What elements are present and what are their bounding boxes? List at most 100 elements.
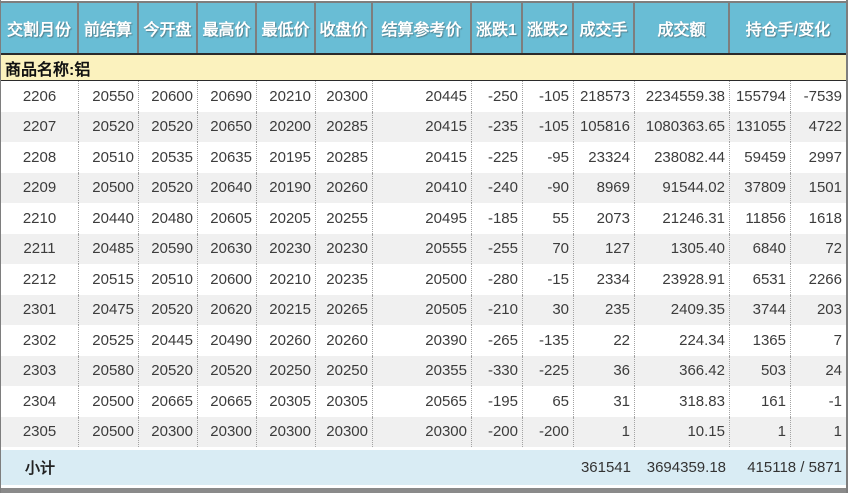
column-header-settlement-ref-price: 结算参考价 (373, 3, 472, 53)
cell-close-price: 20235 (316, 264, 373, 295)
cell-turnover: 224.34 (635, 325, 730, 356)
cell-low-price: 20210 (257, 264, 316, 295)
subtotal-volume: 361541 (580, 459, 631, 476)
cell-delivery-month: 2211 (1, 233, 79, 264)
table-row: 2210 20440 20480 20605 20205 20255 20495 -185 55… (1, 203, 846, 234)
cell-change2: -105 (523, 81, 574, 112)
cell-low-price: 20260 (257, 325, 316, 356)
cell-close-price: 20260 (316, 172, 373, 203)
column-header-change2: 涨跌2 (523, 3, 574, 53)
column-header-turnover: 成交额 (635, 3, 730, 53)
cell-close-price: 20255 (316, 203, 373, 234)
cell-delivery-month: 2207 (1, 111, 79, 142)
cell-delivery-month: 2209 (1, 172, 79, 203)
cell-high-price: 20640 (198, 172, 257, 203)
cell-change2: -200 (523, 416, 574, 447)
cell-turnover: 366.42 (635, 355, 730, 386)
cell-volume: 127 (574, 233, 635, 264)
cell-change1: -250 (472, 81, 523, 112)
cell-prev-settlement: 20515 (79, 264, 139, 295)
cell-low-price: 20195 (257, 142, 316, 173)
cell-prev-settlement: 20500 (79, 172, 139, 203)
cell-open-price: 20590 (139, 233, 198, 264)
cell-settlement-ref-price: 20555 (373, 233, 472, 264)
cell-high-price: 20650 (198, 111, 257, 142)
cell-open-price: 20600 (139, 81, 198, 112)
cell-oi-change: 1 (833, 423, 842, 441)
cell-change1: -185 (472, 203, 523, 234)
cell-oi-change: -1 (828, 392, 842, 410)
cell-delivery-month: 2210 (1, 203, 79, 234)
cell-change1: -210 (472, 294, 523, 325)
cell-open-price: 20510 (139, 264, 198, 295)
cell-turnover: 23928.91 (635, 264, 730, 295)
cell-prev-settlement: 20485 (79, 233, 139, 264)
cell-volume: 1 (574, 416, 635, 447)
cell-delivery-month: 2206 (1, 81, 79, 112)
table-row: 2208 20510 20535 20635 20195 20285 20415 -225 -9… (1, 142, 846, 173)
cell-open-price: 20480 (139, 203, 198, 234)
cell-volume: 8969 (574, 172, 635, 203)
cell-open-interest: 11856 (730, 203, 791, 234)
cell-open-interest: 161 (730, 386, 791, 417)
subtotal-open-interest-change: 415118 / 5871 (747, 459, 842, 476)
column-header-change1: 涨跌1 (472, 3, 523, 53)
cell-high-price: 20620 (198, 294, 257, 325)
cell-high-price: 20490 (198, 325, 257, 356)
top-border (1, 1, 846, 3)
cell-low-price: 20305 (257, 386, 316, 417)
cell-prev-settlement: 20500 (79, 386, 139, 417)
bottom-border (1, 488, 846, 493)
cell-volume: 105816 (574, 111, 635, 142)
cell-low-price: 20230 (257, 233, 316, 264)
cell-change2: -95 (523, 142, 574, 173)
cell-close-price: 20300 (316, 416, 373, 447)
table-row: 2209 20500 20520 20640 20190 20260 20410 -240 -9… (1, 172, 846, 203)
cell-oi-change: 4722 (808, 118, 842, 136)
cell-prev-settlement: 20580 (79, 355, 139, 386)
cell-settlement-ref-price: 20415 (373, 111, 472, 142)
cell-change2: 70 (523, 233, 574, 264)
cell-turnover: 238082.44 (635, 142, 730, 173)
cell-change1: -330 (472, 355, 523, 386)
cell-turnover: 318.83 (635, 386, 730, 417)
cell-high-price: 20635 (198, 142, 257, 173)
cell-settlement-ref-price: 20390 (373, 325, 472, 356)
cell-volume: 2073 (574, 203, 635, 234)
cell-low-price: 20250 (257, 355, 316, 386)
cell-open-interest: 155794 (730, 81, 791, 112)
cell-open-interest: 503 (730, 355, 791, 386)
cell-volume: 235 (574, 294, 635, 325)
cell-delivery-month: 2304 (1, 386, 79, 417)
product-name-band: 商品名称:铝 (1, 53, 846, 81)
cell-open-price: 20520 (139, 355, 198, 386)
cell-delivery-month: 2212 (1, 264, 79, 295)
cell-open-price: 20535 (139, 142, 198, 173)
column-header-high-price: 最高价 (198, 3, 257, 53)
cell-high-price: 20300 (198, 416, 257, 447)
cell-settlement-ref-price: 20300 (373, 416, 472, 447)
cell-prev-settlement: 20510 (79, 142, 139, 173)
cell-close-price: 20305 (316, 386, 373, 417)
cell-close-price: 20230 (316, 233, 373, 264)
cell-change1: -200 (472, 416, 523, 447)
cell-open-price: 20665 (139, 386, 198, 417)
cell-prev-settlement: 20475 (79, 294, 139, 325)
cell-high-price: 20520 (198, 355, 257, 386)
cell-volume: 2334 (574, 264, 635, 295)
cell-high-price: 20605 (198, 203, 257, 234)
table-row: 2206 20550 20600 20690 20210 20300 20445 -250 -1… (1, 81, 846, 112)
cell-prev-settlement: 20500 (79, 416, 139, 447)
cell-low-price: 20190 (257, 172, 316, 203)
cell-turnover: 1305.40 (635, 233, 730, 264)
cell-prev-settlement: 20440 (79, 203, 139, 234)
cell-settlement-ref-price: 20355 (373, 355, 472, 386)
cell-low-price: 20200 (257, 111, 316, 142)
cell-change1: -195 (472, 386, 523, 417)
cell-open-interest: 3744 (730, 294, 791, 325)
cell-delivery-month: 2301 (1, 294, 79, 325)
subtotal-label: 小计 (24, 460, 55, 477)
cell-low-price: 20215 (257, 294, 316, 325)
cell-delivery-month: 2305 (1, 416, 79, 447)
cell-delivery-month: 2303 (1, 355, 79, 386)
